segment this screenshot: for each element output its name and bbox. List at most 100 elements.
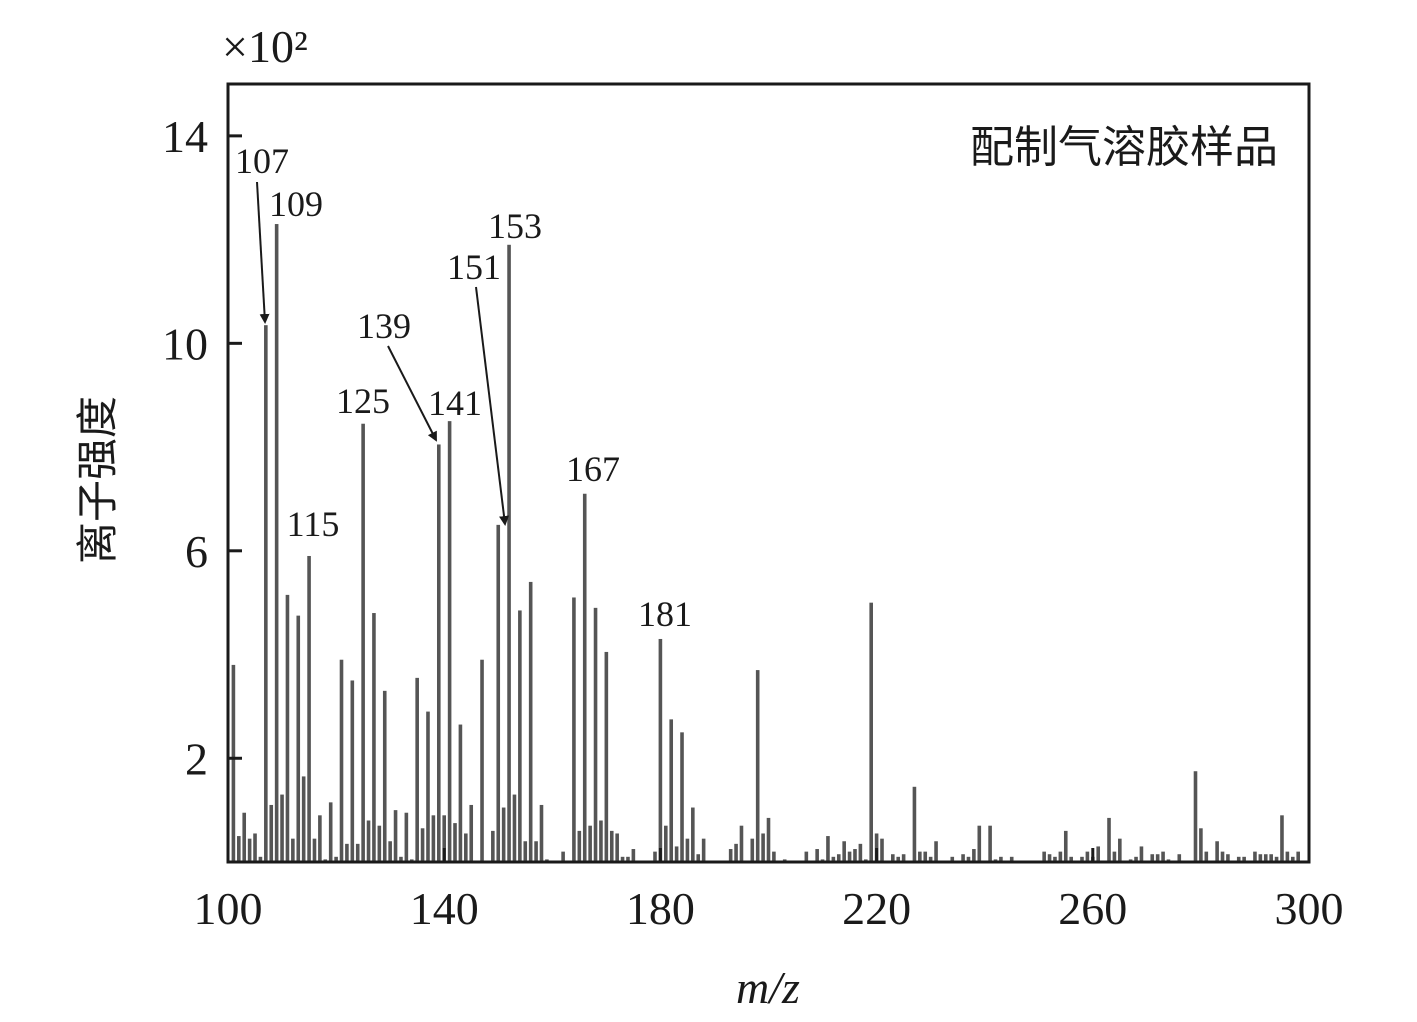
bar-mz-101 <box>231 664 236 862</box>
peak-label-141: 141 <box>428 383 482 423</box>
bar-mz-123 <box>350 680 355 862</box>
bar-mz-220 <box>874 833 879 862</box>
y-axis-ticks: 2 6 10 14 <box>162 111 242 784</box>
bar-mz-151 <box>501 807 506 862</box>
bar-mz-102 <box>237 836 241 862</box>
peak-label-181: 181 <box>638 594 692 634</box>
peak-arrow-107 <box>256 181 270 324</box>
peak-label-109: 109 <box>269 184 323 224</box>
bar-mz-269 <box>1139 846 1144 862</box>
bar-mz-219 <box>869 602 873 862</box>
bar-mz-168 <box>593 607 598 862</box>
spectrum-bars <box>231 224 1300 863</box>
bar-mz-128 <box>377 825 382 862</box>
bar-mz-143 <box>458 724 463 862</box>
bar-mz-288 <box>1242 856 1246 862</box>
bar-mz-211 <box>826 836 830 862</box>
bar-mz-273 <box>1161 851 1165 862</box>
bar-mz-290 <box>1253 851 1257 862</box>
y-tick-label: 10 <box>162 318 208 369</box>
y-tick-label: 14 <box>162 111 208 162</box>
bar-mz-296 <box>1285 851 1290 862</box>
bar-mz-225 <box>901 854 906 862</box>
bar-mz-195 <box>739 825 744 862</box>
bar-mz-106 <box>258 856 263 862</box>
bar-mz-198 <box>755 670 760 862</box>
bar-mz-174 <box>626 856 630 862</box>
bar-mz-170 <box>604 651 609 862</box>
bar-mz-294 <box>1274 856 1279 862</box>
bar-mz-144 <box>464 833 468 862</box>
bar-mz-284 <box>1220 851 1225 862</box>
bar-mz-265 <box>1118 838 1122 862</box>
peak-label-153: 153 <box>488 206 542 246</box>
bar-mz-139 <box>436 444 441 862</box>
bar-mz-114 <box>301 776 306 862</box>
bar-mz-179 <box>653 851 657 862</box>
bar-mz-259 <box>1085 851 1090 862</box>
bar-mz-116 <box>312 838 317 862</box>
x-axis-label: m/z <box>736 962 800 1013</box>
bar-mz-261 <box>1096 846 1101 862</box>
x-tick-label: 180 <box>626 883 695 934</box>
bar-mz-212 <box>831 856 836 862</box>
bar-mz-256 <box>1069 856 1073 862</box>
bar-mz-137 <box>426 711 430 862</box>
x-axis-ticks: 100 140 180 220 260 300 <box>194 848 1344 934</box>
bar-mz-188 <box>701 838 706 862</box>
bar-mz-215 <box>847 851 852 862</box>
x-tick-label: 140 <box>410 883 479 934</box>
bar-mz-230 <box>928 856 933 862</box>
bar-mz-136 <box>420 828 425 862</box>
bar-mz-105 <box>253 833 257 862</box>
bar-mz-109 <box>274 224 279 863</box>
bar-mz-281 <box>1204 851 1209 862</box>
bar-mz-186 <box>691 807 695 862</box>
bar-mz-119 <box>328 802 333 862</box>
peak-label-167: 167 <box>566 449 620 489</box>
bar-mz-193 <box>728 849 733 862</box>
bar-mz-153 <box>512 794 517 862</box>
bar-mz-201 <box>772 851 776 862</box>
bar-mz-158 <box>539 804 544 862</box>
bar-mz-293 <box>1269 854 1273 862</box>
bar-mz-255 <box>1063 830 1068 862</box>
bar-mz-181 <box>664 825 668 862</box>
bar-mz-291 <box>1258 854 1263 862</box>
bar-mz-147 <box>480 659 484 862</box>
bar-mz-125 <box>361 423 365 862</box>
x-tick-label: 100 <box>194 883 263 934</box>
bar-mz-287 <box>1236 856 1241 862</box>
bar-mz-162 <box>561 851 565 862</box>
bar-mz-165 <box>577 830 582 862</box>
bar-mz-124 <box>355 843 360 862</box>
bar-mz-126 <box>366 820 371 862</box>
bar-mz-154 <box>518 610 522 862</box>
bar-mz-138 <box>431 815 436 862</box>
bar-mz-164 <box>572 597 576 862</box>
bar-mz-122 <box>345 843 349 862</box>
bar-mz-194 <box>734 843 738 862</box>
x-tick-label: 220 <box>842 883 911 934</box>
x-tick-label: 260 <box>1058 883 1127 934</box>
bar-mz-276 <box>1177 854 1182 862</box>
bar-mz-172 <box>615 833 619 862</box>
bar-mz-223 <box>891 854 895 862</box>
bar-mz-279 <box>1193 771 1198 862</box>
peak-label-125: 125 <box>336 381 390 421</box>
bar-mz-113 <box>296 615 301 862</box>
y-multiplier: ×10² <box>222 21 308 72</box>
bar-mz-231 <box>934 841 938 862</box>
bar-mz-131 <box>393 810 398 862</box>
y-tick-label: 2 <box>185 733 208 784</box>
bar-mz-127 <box>372 613 376 862</box>
bar-mz-298 <box>1296 851 1300 862</box>
peak-label-139: 139 <box>357 306 411 346</box>
bar-mz-271 <box>1150 854 1155 862</box>
bar-mz-239 <box>977 825 982 862</box>
bar-mz-283 <box>1215 841 1219 862</box>
bar-mz-149 <box>491 830 495 862</box>
peak-arrow-139 <box>387 345 437 442</box>
